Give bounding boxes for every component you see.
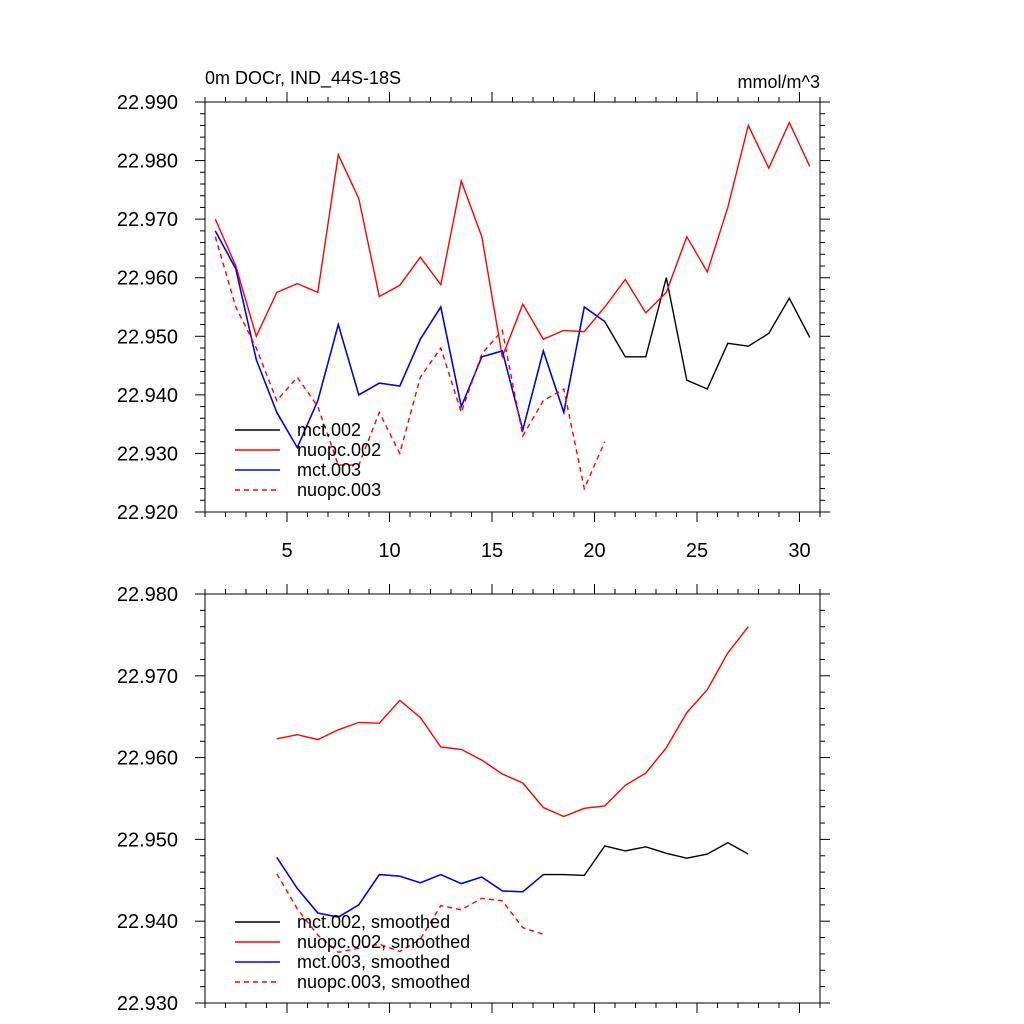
- top-chart: 22.920 22.930 22.940 22.950 22.960 22.970 22.9…: [117, 68, 830, 562]
- legend-label: nuopc.003: [297, 480, 381, 500]
- units-label: mmol/m^3: [738, 72, 820, 92]
- legend-label: mct.002, smoothed: [297, 912, 450, 932]
- legend-label: nuopc.003, smoothed: [297, 972, 470, 992]
- y-tick-label: 22.980: [117, 584, 178, 606]
- series-line: [276, 857, 544, 918]
- series-line: [214, 230, 606, 450]
- x-tick-label: 5: [281, 540, 292, 562]
- legend-label: nuopc.002, smoothed: [297, 932, 470, 952]
- y-tick-label: 22.980: [117, 151, 178, 173]
- y-tick-label: 22.960: [117, 268, 178, 290]
- series-line: [214, 120, 811, 360]
- y-tick-label: 22.990: [117, 92, 178, 114]
- y-tick-label: 22.930: [117, 443, 178, 465]
- x-tick-label: 30: [788, 540, 810, 562]
- series-line: [276, 626, 749, 818]
- series-line: [214, 230, 811, 450]
- bottom-chart: 22.930 22.940 22.950 22.960 22.970 22.980 mct.…: [117, 584, 830, 1015]
- legend-label: nuopc.002: [297, 440, 381, 460]
- x-tick-label: 10: [378, 540, 400, 562]
- y-tick-label: 22.940: [117, 385, 178, 407]
- legend-label: mct.003: [297, 460, 361, 480]
- legend-label: mct.003, smoothed: [297, 952, 450, 972]
- y-tick-label: 22.970: [117, 666, 178, 688]
- y-tick-label: 22.970: [117, 209, 178, 231]
- x-tick-label: 25: [686, 540, 708, 562]
- x-tick-label: 15: [481, 540, 503, 562]
- y-tick-label: 22.950: [117, 326, 178, 348]
- series-line: [214, 236, 606, 491]
- y-tick-label: 22.940: [117, 911, 178, 933]
- chart-title: 0m DOCr, IND_44S-18S: [205, 68, 401, 89]
- y-tick-label: 22.930: [117, 993, 178, 1015]
- x-tick-label: 20: [583, 540, 605, 562]
- series-line: [276, 873, 544, 954]
- y-tick-label: 22.920: [117, 502, 178, 524]
- y-tick-label: 22.950: [117, 829, 178, 851]
- series-line: [276, 841, 749, 918]
- legend-label: mct.002: [297, 420, 361, 440]
- y-tick-label: 22.960: [117, 748, 178, 770]
